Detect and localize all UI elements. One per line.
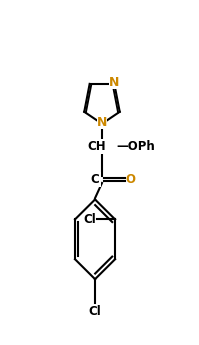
Text: —OPh: —OPh <box>117 140 155 153</box>
Text: N: N <box>109 76 120 89</box>
Text: C: C <box>91 173 100 186</box>
Text: Cl: Cl <box>83 213 96 226</box>
Text: CH: CH <box>87 140 106 153</box>
Text: Cl: Cl <box>89 305 101 318</box>
Text: O: O <box>126 173 136 186</box>
Text: N: N <box>97 116 107 129</box>
